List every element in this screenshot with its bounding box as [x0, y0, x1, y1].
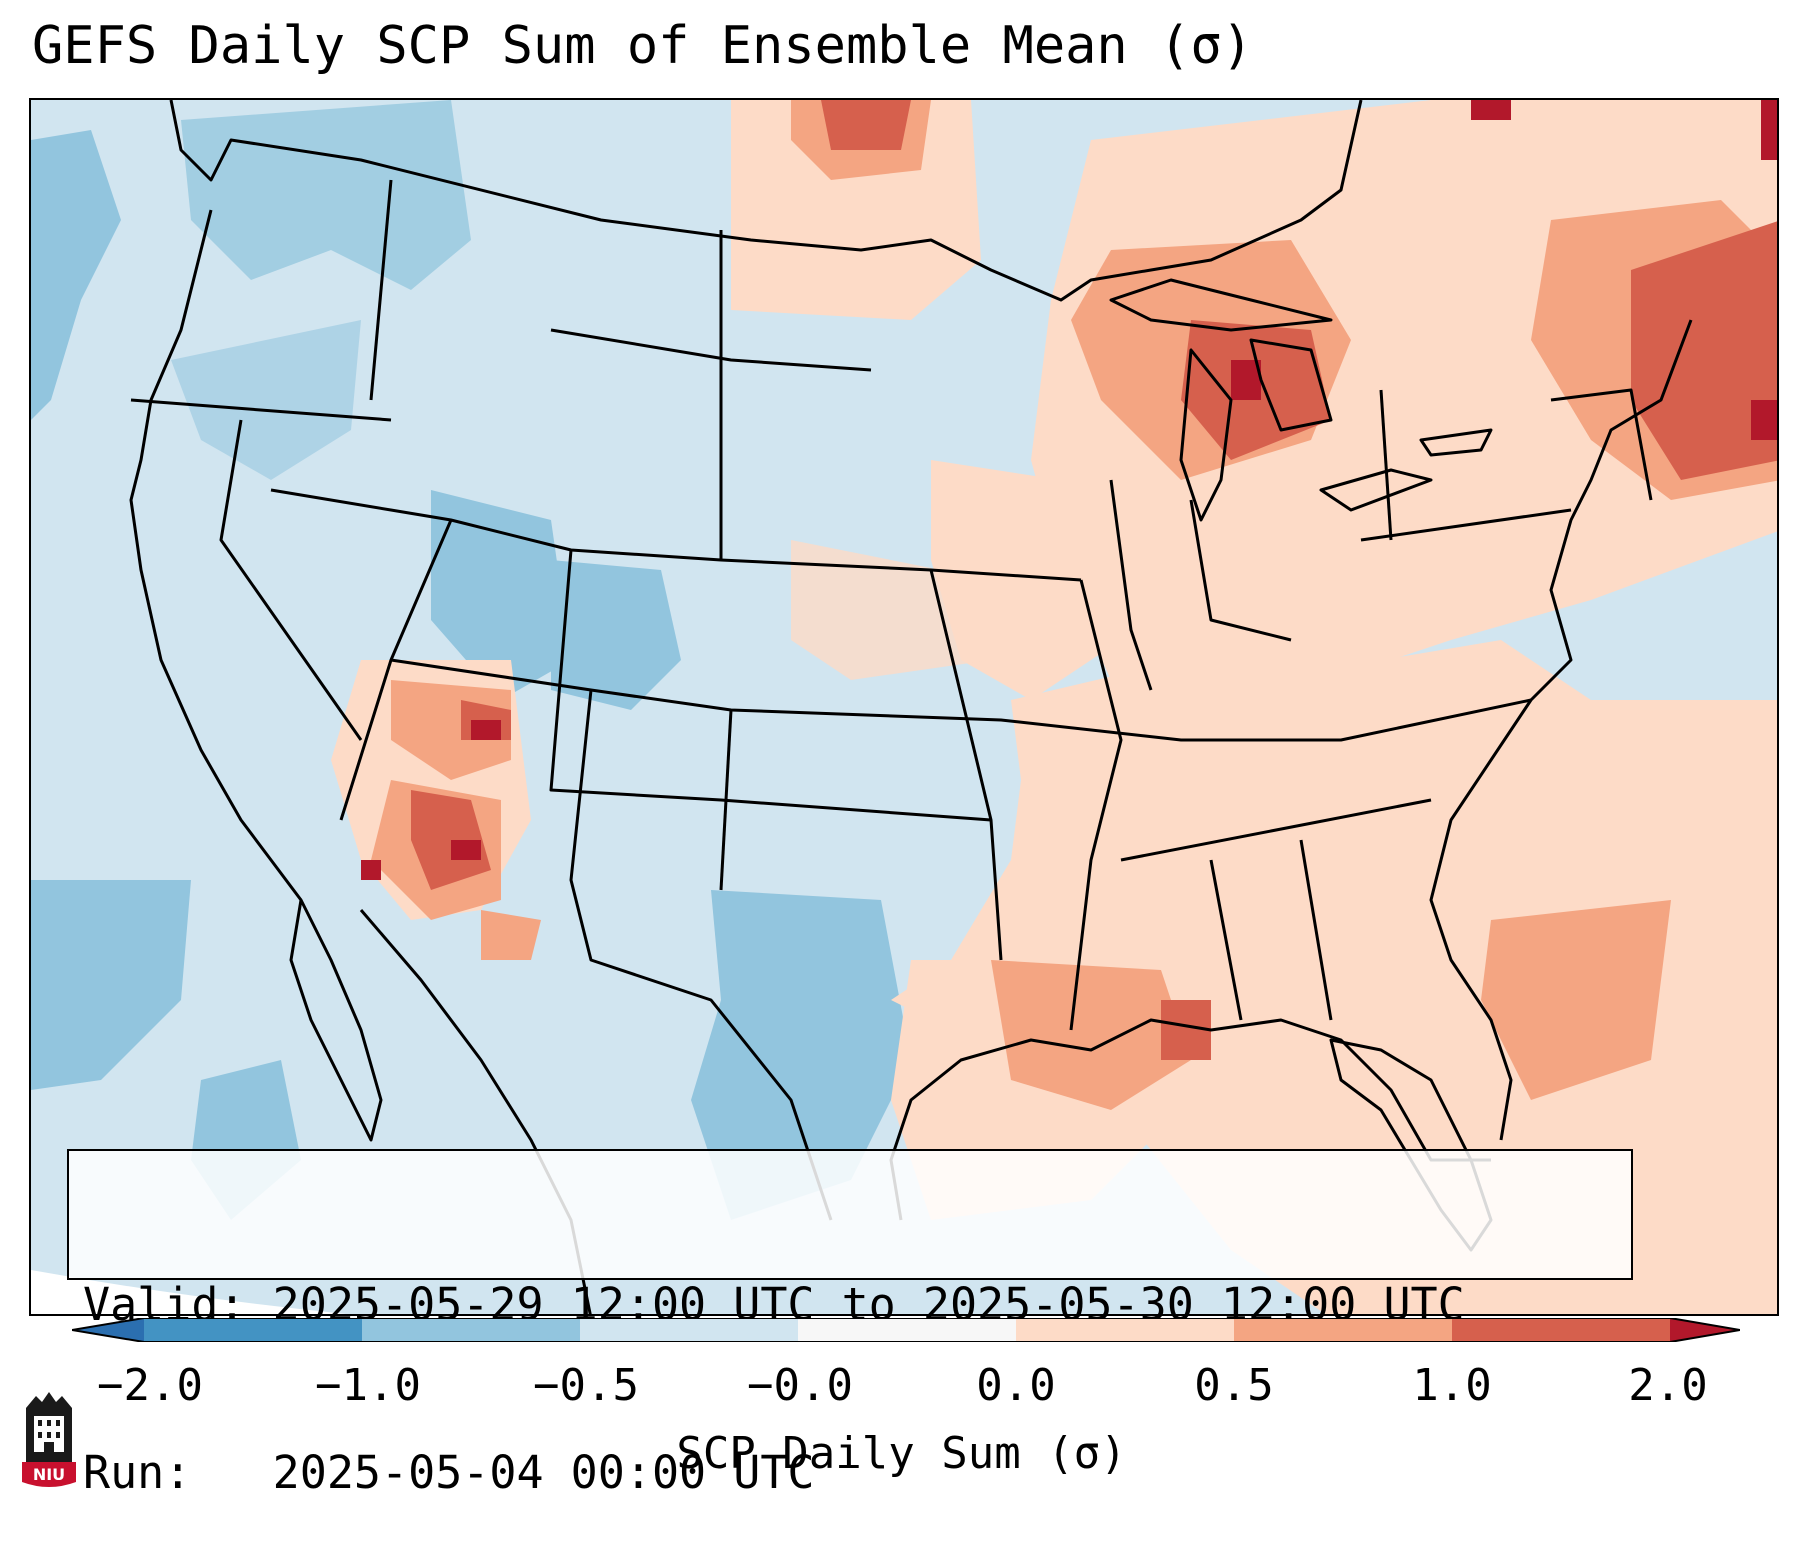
state-line-17	[1120, 798, 1432, 862]
lake-huron	[1249, 338, 1333, 432]
cell-max-7	[1471, 100, 1511, 120]
patch-nw-pacific	[31, 130, 121, 420]
state-line-13	[1189, 499, 1292, 642]
state-line-2	[270, 488, 1082, 582]
patch-pacific-sw	[31, 880, 191, 1090]
projection-corner-left	[31, 1270, 347, 1314]
patch-nm-south	[481, 910, 541, 960]
patch-ne-strong	[1631, 221, 1777, 480]
colorbar-extend-low	[72, 1318, 144, 1342]
state-line-14	[1360, 508, 1572, 542]
patch-gulf-strong	[1161, 1000, 1211, 1060]
tick-label: 0.5	[1194, 1360, 1274, 1411]
state-line-18	[219, 419, 363, 741]
colorbar-bin-3	[580, 1318, 798, 1342]
patch-nd-strong	[821, 100, 911, 150]
cell-max-5	[451, 840, 481, 860]
colorbar-bin-4	[798, 1318, 1016, 1342]
lake-superior	[1109, 278, 1333, 332]
state-line-15	[1209, 859, 1243, 1021]
patch-oregon	[171, 320, 361, 480]
colorbar-label: SCP Daily Sum (σ)	[676, 1428, 1127, 1479]
niu-logo-icon: NIU	[22, 1392, 76, 1487]
colorbar-ticks: −2.0 −1.0 −0.5 −0.0 0.0 0.5 1.0 2.0	[0, 1360, 1803, 1420]
tick-label: 0.0	[976, 1360, 1056, 1411]
tick-label: −0.5	[533, 1360, 639, 1411]
run-value: 2025-05-04 00:00 UTC	[272, 1446, 815, 1499]
patch-texas	[691, 890, 911, 1220]
lake-erie	[1319, 468, 1433, 512]
state-line-11	[1069, 579, 1123, 1031]
chart-title: GEFS Daily SCP Sum of Ensemble Mean (σ)	[32, 16, 1253, 76]
state-line-7	[549, 549, 992, 822]
borders	[129, 100, 1693, 1314]
state-line-19	[569, 689, 833, 1221]
colorbar	[72, 1318, 1740, 1342]
state-line-1	[130, 398, 392, 422]
tick-label: −2.0	[97, 1360, 203, 1411]
colorbar-extend-high	[1670, 1318, 1740, 1342]
lake-ontario	[1419, 428, 1493, 457]
coast-gulf	[889, 1018, 1491, 1221]
cell-max-3	[1231, 360, 1261, 400]
cell-max-4	[471, 720, 501, 740]
patch-colorado	[551, 560, 681, 710]
state-line-4	[550, 328, 872, 372]
tick-label: 1.0	[1412, 1360, 1492, 1411]
map-svg	[31, 100, 1777, 1314]
patch-plains-south	[791, 540, 991, 680]
colorbar-bin-7	[1452, 1318, 1670, 1342]
state-line-16	[1299, 839, 1333, 1021]
colorbar-bin-2	[362, 1318, 580, 1342]
tick-label: −0.0	[747, 1360, 853, 1411]
state-line-12	[1109, 479, 1153, 691]
cell-max-6	[361, 860, 381, 880]
state-line-10	[929, 569, 1003, 961]
negative-patches	[31, 100, 911, 1220]
logo-text: NIU	[33, 1465, 65, 1484]
colorbar-bin-1	[144, 1318, 362, 1342]
state-line-21	[1550, 388, 1653, 501]
positive-max-patches	[361, 100, 1777, 880]
run-row: Run: 2025-05-04 00:00 UTC	[83, 1445, 1617, 1501]
patch-atlantic-med	[1481, 900, 1671, 1100]
run-label: Run:	[83, 1446, 192, 1499]
colorbar-bin-5	[1016, 1318, 1234, 1342]
lake-michigan	[1179, 348, 1233, 522]
border-canada	[169, 100, 1363, 302]
coast-west	[129, 209, 303, 901]
tick-label: 2.0	[1628, 1360, 1708, 1411]
cell-max-2	[1751, 400, 1777, 440]
baja	[289, 898, 383, 1142]
colorbar-bin-6	[1234, 1318, 1452, 1342]
patch-gulf-med	[991, 960, 1191, 1110]
map-panel	[29, 98, 1779, 1316]
valid-run-infobox: Valid: 2025-05-29 12:00 UTC to 2025-05-3…	[67, 1149, 1633, 1499]
patch-washington	[181, 100, 471, 290]
state-line-3	[369, 179, 393, 401]
state-line-20	[1379, 389, 1393, 541]
tick-label: −1.0	[315, 1360, 421, 1411]
state-line-9	[719, 709, 733, 891]
cell-max-1	[1761, 100, 1777, 160]
